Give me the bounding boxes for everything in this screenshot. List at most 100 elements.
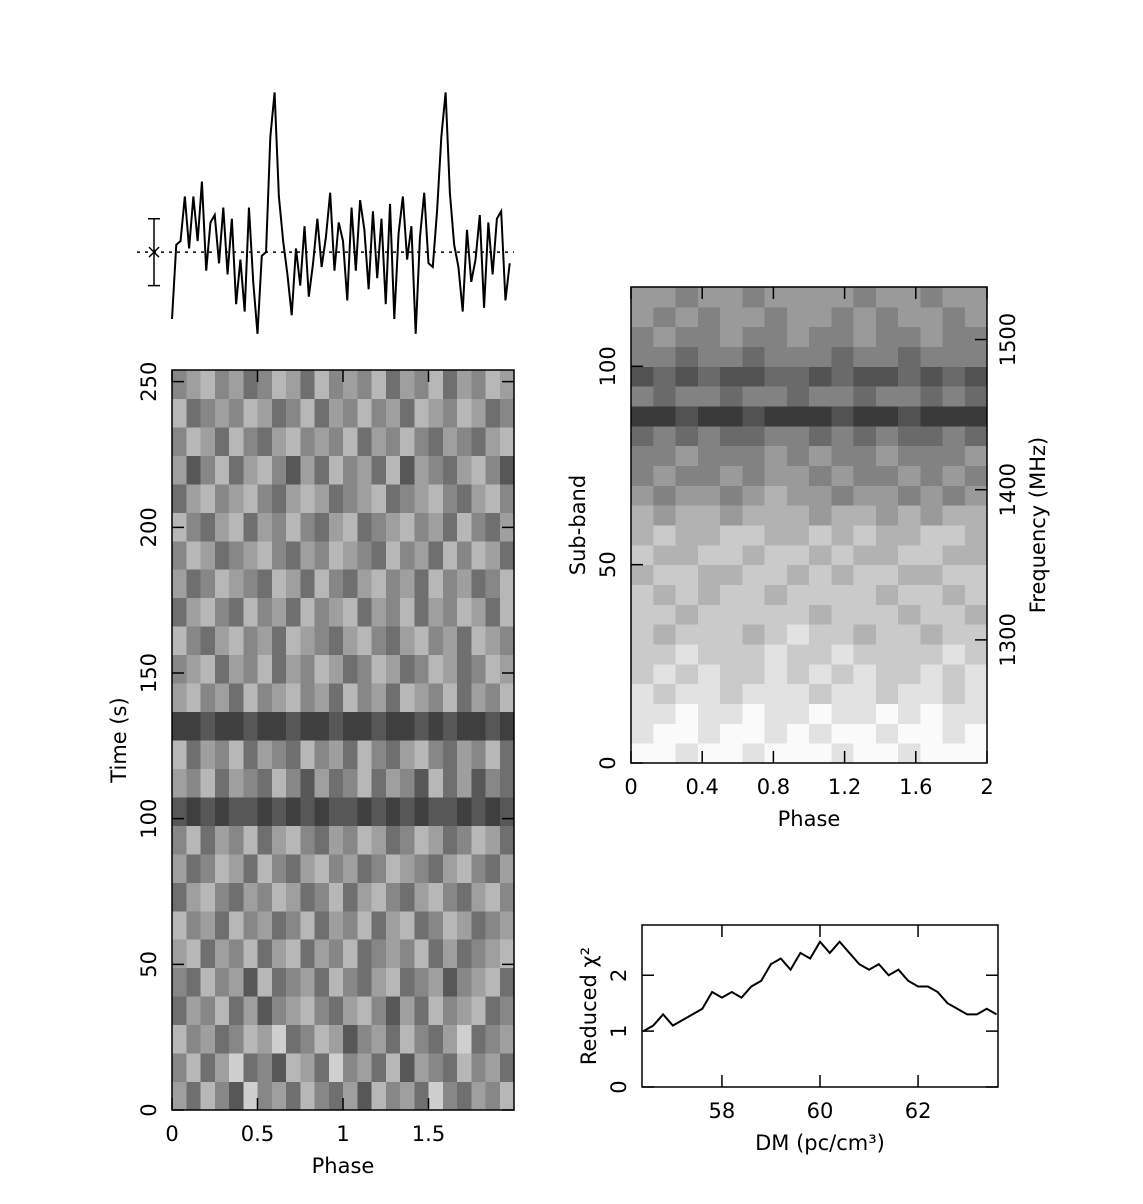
heatmap-cell (764, 425, 788, 447)
heatmap-cell (485, 455, 501, 485)
heatmap-cell (471, 370, 486, 399)
heatmap-cell (328, 1053, 344, 1083)
heatmap-cell (400, 768, 415, 798)
heatmap-cell (414, 768, 429, 798)
heatmap-cell (442, 825, 458, 855)
heatmap-cell (675, 386, 699, 407)
heatmap-cell (898, 306, 921, 328)
heatmap-cell (328, 1024, 344, 1054)
heatmap-cell (271, 939, 287, 969)
heatmap-cell (920, 584, 943, 605)
heatmap-cell (371, 483, 387, 513)
heatmap-cell (186, 654, 201, 684)
heatmap-cell (457, 1081, 472, 1111)
heatmap-cell (457, 910, 472, 940)
heatmap-cell (442, 853, 458, 883)
heatmap-cell (631, 525, 654, 546)
heatmap-cell (200, 569, 216, 599)
heatmap-cell (809, 663, 832, 685)
heatmap-cell (675, 604, 699, 625)
heatmap-cell (257, 370, 273, 399)
heatmap-cell (385, 939, 401, 969)
heatmap-cell (271, 569, 287, 599)
heatmap-cell (314, 853, 330, 883)
heatmap-cell (314, 1081, 330, 1111)
heatmap-cell (675, 663, 699, 685)
heatmap-cell (499, 1024, 515, 1054)
heatmap-cell (697, 287, 721, 308)
heatmap-cell (742, 584, 765, 605)
heatmap-cell (286, 740, 301, 769)
heatmap-cell (653, 604, 676, 625)
heatmap-cell (499, 654, 515, 684)
heatmap-cell (720, 386, 743, 407)
heatmap-cell (385, 996, 401, 1026)
heatmap-cell (357, 540, 372, 570)
heatmap-cell (300, 483, 315, 513)
heatmap-cell (428, 597, 444, 627)
heatmap-cell (371, 882, 387, 912)
heatmap-cell (414, 967, 429, 997)
heatmap-cell (186, 683, 201, 713)
heatmap-cell (875, 386, 899, 407)
heatmap-cell (214, 540, 230, 570)
heatmap-cell (243, 910, 258, 940)
heatmap-cell (214, 825, 230, 855)
heatmap-cell (853, 485, 877, 506)
heatmap-cell (328, 740, 344, 769)
heatmap-cell (357, 910, 372, 940)
heatmap-cell (214, 740, 230, 769)
heatmap-cell (328, 626, 344, 656)
heatmap-cell (809, 683, 832, 704)
heatmap-cell (809, 366, 832, 387)
heatmap-cell (875, 525, 899, 546)
heatmap-cell (875, 485, 899, 506)
heatmap-cell (631, 366, 654, 387)
heatmap-cell (875, 624, 899, 645)
heatmap-cell (343, 426, 358, 456)
heatmap-cell (471, 512, 486, 542)
heatmap-cell (653, 485, 676, 506)
heatmap-cell (186, 626, 201, 656)
heatmap-cell (300, 825, 315, 855)
heatmap-cell (357, 825, 372, 855)
heatmap-cell (764, 406, 788, 427)
heatmap-cell (243, 711, 258, 741)
heatmap-cell (653, 525, 676, 546)
heatmap-cell (809, 445, 832, 466)
heatmap-cell (357, 512, 372, 542)
heatmap-cell (442, 796, 458, 826)
heatmap-cell (499, 996, 515, 1026)
heatmap-cell (243, 654, 258, 684)
heatmap-cell (200, 996, 216, 1026)
heatmap-cell (764, 505, 788, 526)
heatmap-cell (385, 654, 401, 684)
heatmap-cell (457, 882, 472, 912)
heatmap-cell (809, 406, 832, 427)
heatmap-cell (898, 703, 921, 724)
heatmap-cell (457, 939, 472, 969)
heatmap-cell (898, 525, 921, 546)
heatmap-cell (357, 370, 372, 399)
heatmap-cell (414, 882, 429, 912)
heatmap-cell (898, 445, 921, 466)
heatmap-cell (286, 711, 301, 741)
heatmap-cell (442, 1081, 458, 1111)
heatmap-cell (675, 366, 699, 387)
heatmap-cell (229, 996, 244, 1026)
heatmap-cell (428, 910, 444, 940)
heatmap-cell (229, 939, 244, 969)
heatmap-cell (697, 425, 721, 447)
heatmap-cell (653, 564, 676, 585)
heatmap-cell (697, 366, 721, 387)
heatmap-cell (875, 644, 899, 665)
heatmap-cell (485, 683, 501, 713)
heatmap-cell (385, 597, 401, 627)
heatmap-cell (357, 768, 372, 798)
heatmap-cell (186, 996, 201, 1026)
heatmap-cell (257, 426, 273, 456)
heatmap-cell (457, 996, 472, 1026)
frame (641, 924, 999, 1088)
heatmap-cell (675, 445, 699, 466)
heatmap-cell (271, 398, 287, 428)
